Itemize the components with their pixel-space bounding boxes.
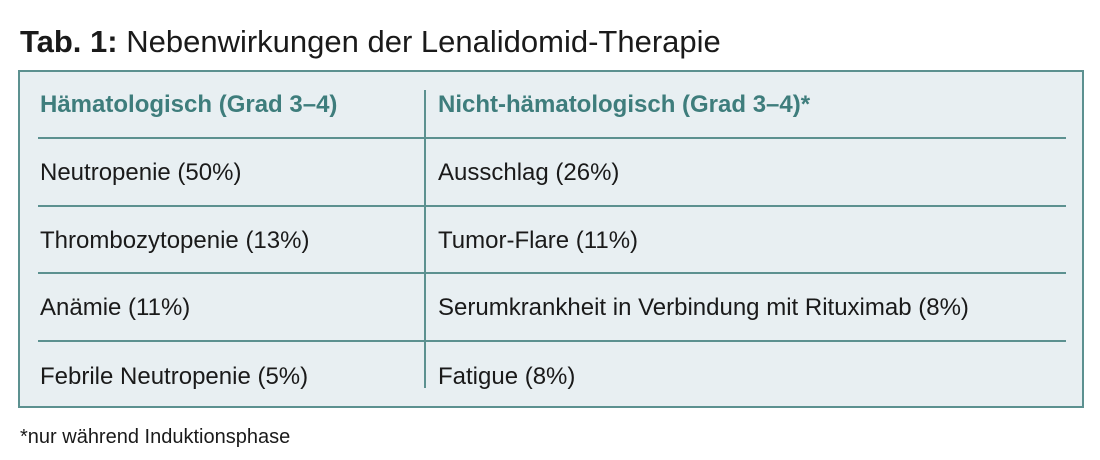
table-cell-non-hematologic: Serumkrankheit in Verbindung mit Rituxim…	[438, 294, 969, 321]
table-title-label: Tab. 1:	[20, 24, 118, 59]
table-cell-hematologic: Thrombozytopenie (13%)	[40, 227, 310, 254]
table-cell-hematologic: Anämie (11%)	[40, 294, 191, 321]
table-cell-hematologic: Neutropenie (50%)	[40, 159, 242, 186]
table-footnote: *nur während Induktionsphase	[20, 426, 291, 448]
header-non-hematologic: Nicht-hämatologisch (Grad 3–4)*	[438, 91, 811, 118]
row-separator	[38, 272, 1066, 274]
table-title: Tab. 1: Nebenwirkungen der Lenalidomid-T…	[20, 22, 721, 62]
table-cell-non-hematologic: Ausschlag (26%)	[438, 159, 620, 186]
table-cell-non-hematologic: Fatigue (8%)	[438, 363, 576, 390]
table-cell-non-hematologic: Tumor-Flare (11%)	[438, 227, 639, 254]
row-separator	[38, 137, 1066, 139]
side-effects-table: Hämatologisch (Grad 3–4) Nicht-hämatolog…	[18, 70, 1084, 408]
table-cell-hematologic: Febrile Neutropenie (5%)	[40, 363, 309, 390]
row-separator	[38, 340, 1066, 342]
table-title-text: Nebenwirkungen der Lenalidomid-Therapie	[117, 24, 721, 59]
column-divider	[424, 90, 426, 388]
row-separator	[38, 205, 1066, 207]
header-hematologic: Hämatologisch (Grad 3–4)	[40, 91, 338, 118]
